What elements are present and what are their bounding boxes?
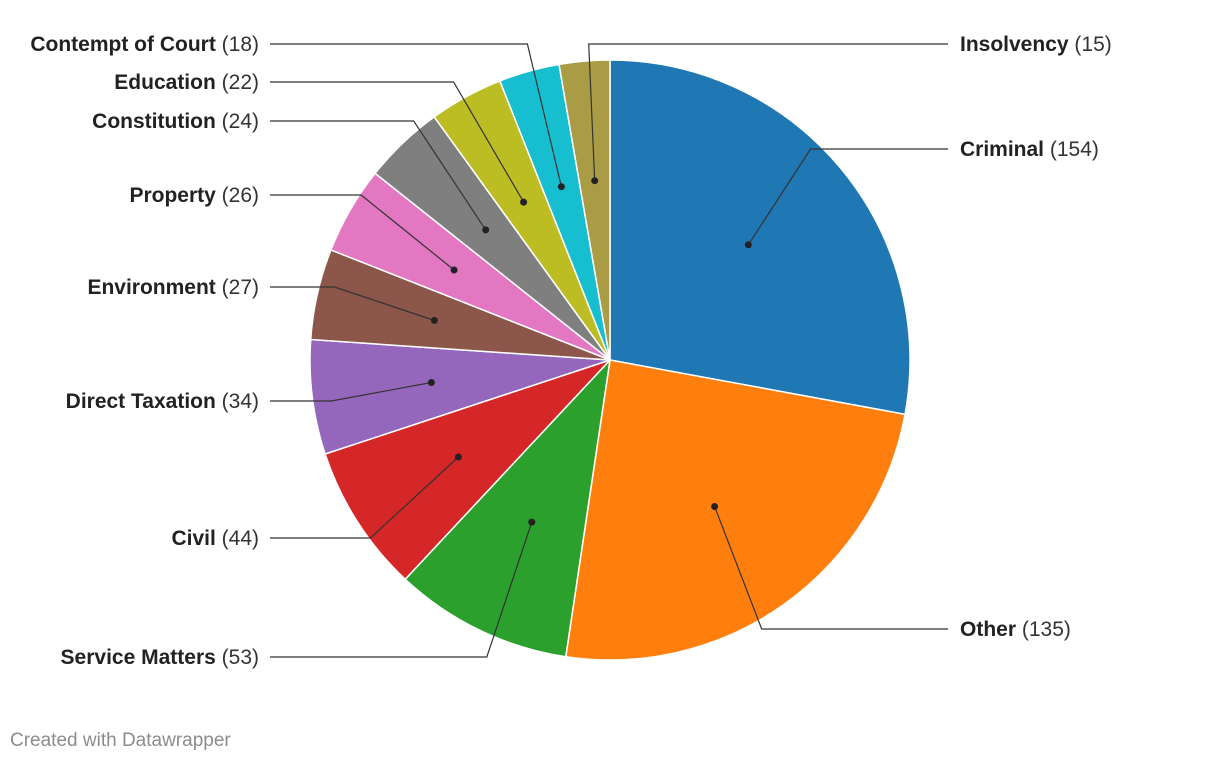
slice-label-criminal: Criminal (154) [960,138,1099,161]
callout-line-insolvency [588,43,948,181]
callout-dot-other [711,503,719,510]
slice-label-insolvency: Insolvency (15) [960,33,1112,56]
slice-label-direct-taxation: Direct Taxation (34) [66,390,259,413]
pie-slice-direct-taxation [309,338,611,455]
callout-line-civil [270,456,459,539]
slice-label-name: Constitution [92,110,216,133]
slice-label-service-matters: Service Matters (53) [61,646,259,669]
callout-dot-contempt-of-court [557,183,565,191]
slice-label-environment: Environment (27) [87,276,259,299]
slice-label-value: (135) [1016,618,1071,641]
slice-label-name: Property [129,184,216,207]
pie-slice-service-matters [404,359,611,658]
callout-line-service-matters [270,521,533,658]
callout-dot-service-matters [528,518,536,526]
pie-labels: Criminal (154) Other (135) Service Matters… [30,33,1111,669]
slice-label-value: (154) [1044,138,1099,161]
slice-label-name: Education [114,71,216,94]
slice-label-name: Civil [171,527,215,550]
callout-line-education [270,81,525,203]
callout-dot-insolvency [591,177,599,185]
slice-label-value: (53) [216,646,259,669]
pie-callouts [270,43,948,658]
slice-label-value: (18) [216,33,259,56]
slice-label-value: (15) [1069,33,1112,56]
callout-line-contempt-of-court [270,43,562,187]
slice-label-name: Insolvency [960,33,1069,56]
slice-label-constitution: Constitution (24) [92,110,259,133]
callout-line-other [714,506,948,630]
callout-line-criminal [747,148,948,246]
slice-label-property: Property (26) [129,184,259,207]
slice-label-name: Criminal [960,138,1044,161]
slice-label-value: (34) [216,390,259,413]
slice-label-name: Direct Taxation [66,390,216,413]
callout-dot-criminal [744,241,752,249]
callout-line-constitution [270,120,487,231]
callout-dot-civil [454,453,462,461]
slice-label-value: (22) [216,71,259,94]
callout-dot-direct-taxation [427,379,435,386]
pie-slices [309,59,911,661]
slice-label-name: Other [960,618,1016,641]
slice-label-other: Other (135) [960,618,1071,641]
callout-line-environment [270,286,435,321]
slice-label-education: Education (22) [114,71,259,94]
callout-dot-environment [430,316,438,324]
pie-slice-criminal [609,59,911,416]
slice-label-contempt-of-court: Contempt of Court (18) [30,33,259,56]
slice-label-value: (44) [216,527,259,550]
slice-label-civil: Civil (44) [171,527,259,550]
callout-line-direct-taxation [270,381,432,402]
slice-label-value: (24) [216,110,259,133]
pie-slice-other [565,359,906,661]
slice-label-value: (26) [216,184,259,207]
pie-slice-civil [324,359,611,580]
callout-dot-constitution [482,226,490,234]
slice-label-name: Service Matters [61,646,216,669]
callout-line-property [270,194,455,271]
slice-label-name: Environment [87,276,215,299]
slice-label-name: Contempt of Court [30,33,215,56]
callout-dot-property [450,266,458,274]
footer-credit: Created with Datawrapper [10,730,231,751]
pie-slice-insolvency [558,59,611,361]
callout-dot-education [520,198,528,206]
slice-label-value: (27) [216,276,259,299]
